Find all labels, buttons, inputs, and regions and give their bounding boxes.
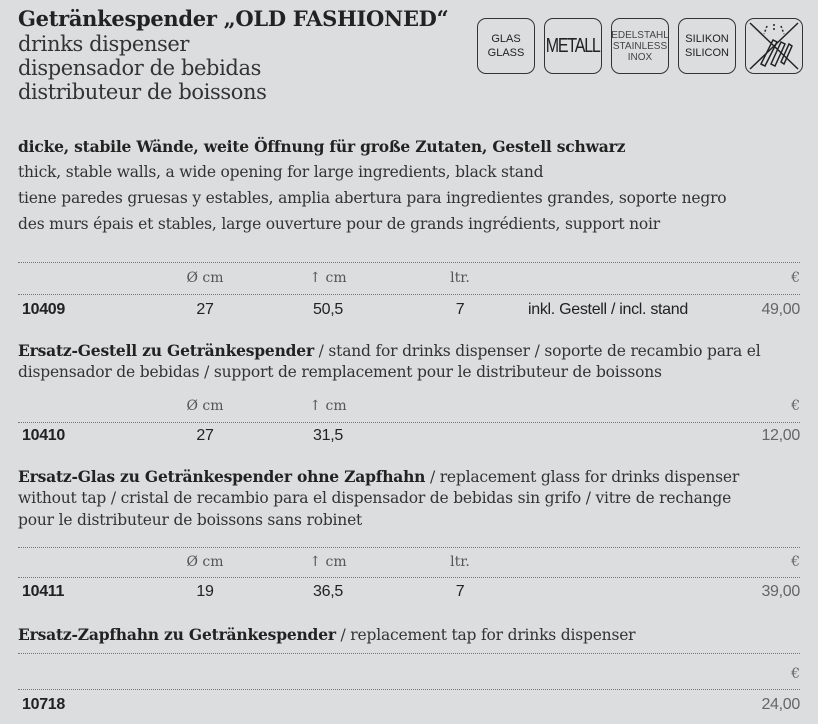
badge-text: METALL bbox=[546, 35, 601, 57]
arrow-up-icon: ↑ bbox=[309, 270, 322, 286]
table-row: 10718 24,00 bbox=[0, 696, 818, 716]
article-number: 10410 bbox=[22, 427, 65, 444]
price: 49,00 bbox=[761, 301, 800, 318]
badge-text: STAINLESS bbox=[612, 40, 668, 52]
badge-text: GLAS bbox=[491, 33, 521, 45]
badge-silicone: SILIKON SILICON bbox=[678, 18, 736, 74]
arrow-up-icon: ↑ bbox=[309, 554, 322, 570]
subtitle-en: drinks dispenser bbox=[18, 32, 190, 56]
divider bbox=[18, 422, 800, 423]
note: inkl. Gestell / incl. stand bbox=[528, 301, 688, 318]
table-header: Ø cm ↑ cm ltr. € bbox=[0, 270, 818, 290]
description-de: dicke, stabile Wände, weite Öffnung für … bbox=[18, 137, 626, 156]
table-row: 10409 27 50,5 7 inkl. Gestell / incl. st… bbox=[0, 301, 818, 321]
badge-text: EDELSTAHL bbox=[611, 29, 669, 41]
col-diameter: Ø cm bbox=[186, 398, 224, 414]
description-es: tiene paredes gruesas y estables, amplia… bbox=[18, 189, 727, 207]
section-heading-cont: pour le distributeur de boissons sans ro… bbox=[18, 511, 363, 529]
diameter-value: 27 bbox=[196, 301, 214, 318]
section-heading-cont: without tap / cristal de recambio para e… bbox=[18, 489, 732, 507]
col-diameter: Ø cm bbox=[186, 554, 224, 570]
description-fr: des murs épais et stables, large ouvertu… bbox=[18, 215, 660, 233]
not-dishwasher-safe-icon bbox=[745, 18, 803, 74]
col-volume: ltr. bbox=[450, 554, 470, 570]
section-heading: Ersatz-Zapfhahn zu Getränkespender / rep… bbox=[18, 625, 636, 644]
subtitle-es: dispensador de bebidas bbox=[18, 56, 261, 80]
divider bbox=[18, 294, 800, 295]
col-height: ↑ cm bbox=[309, 270, 347, 286]
volume-value: 7 bbox=[455, 583, 465, 600]
article-number: 10409 bbox=[22, 301, 65, 318]
price: 12,00 bbox=[761, 427, 800, 444]
badge-text: SILIKON bbox=[685, 33, 729, 45]
height-value: 31,5 bbox=[313, 427, 343, 444]
divider bbox=[18, 547, 800, 548]
table-header: Ø cm ↑ cm ltr. € bbox=[0, 554, 818, 574]
badge-text: INOX bbox=[627, 51, 653, 63]
col-price: € bbox=[791, 554, 800, 570]
article-number: 10718 bbox=[22, 696, 65, 713]
price: 24,00 bbox=[761, 696, 800, 713]
article-number: 10411 bbox=[22, 583, 65, 600]
badge-text: GLASS bbox=[487, 47, 525, 59]
product-title: Getränkespender „OLD FASHIONED“ bbox=[18, 6, 449, 31]
divider bbox=[18, 689, 800, 690]
table-row: 10410 27 31,5 12,00 bbox=[0, 427, 818, 447]
volume-value: 7 bbox=[455, 301, 465, 318]
col-price: € bbox=[791, 270, 800, 286]
height-value: 36,5 bbox=[313, 583, 343, 600]
badge-metal: METALL bbox=[544, 18, 602, 74]
col-price: € bbox=[791, 666, 800, 682]
table-header: Ø cm ↑ cm € bbox=[0, 398, 818, 418]
diameter-value: 27 bbox=[196, 427, 214, 444]
price: 39,00 bbox=[761, 583, 800, 600]
badge-stainless: EDELSTAHL STAINLESS INOX bbox=[611, 18, 669, 74]
arrow-up-icon: ↑ bbox=[309, 398, 322, 414]
divider bbox=[18, 653, 800, 654]
badge-text: SILICON bbox=[684, 47, 729, 59]
section-heading-cont: dispensador de bebidas / support de remp… bbox=[18, 363, 662, 381]
material-badges: GLAS GLASS METALL EDELSTAHL STAINLESS INOX … bbox=[477, 18, 803, 74]
col-height: ↑ cm bbox=[309, 398, 347, 414]
col-volume: ltr. bbox=[450, 270, 470, 286]
col-diameter: Ø cm bbox=[186, 270, 224, 286]
section-heading: Ersatz-Glas zu Getränkespender ohne Zapf… bbox=[18, 467, 740, 486]
description-en: thick, stable walls, a wide opening for … bbox=[18, 163, 544, 181]
table-header: € bbox=[0, 666, 818, 686]
col-price: € bbox=[791, 398, 800, 414]
height-value: 50,5 bbox=[313, 301, 343, 318]
diameter-value: 19 bbox=[196, 583, 214, 600]
section-heading: Ersatz-Gestell zu Getränkespender / stan… bbox=[18, 341, 761, 360]
table-row: 10411 19 36,5 7 39,00 bbox=[0, 583, 818, 603]
divider bbox=[18, 262, 800, 263]
badge-glass: GLAS GLASS bbox=[477, 18, 535, 74]
subtitle-fr: distributeur de boissons bbox=[18, 80, 267, 104]
col-height: ↑ cm bbox=[309, 554, 347, 570]
divider bbox=[18, 577, 800, 578]
